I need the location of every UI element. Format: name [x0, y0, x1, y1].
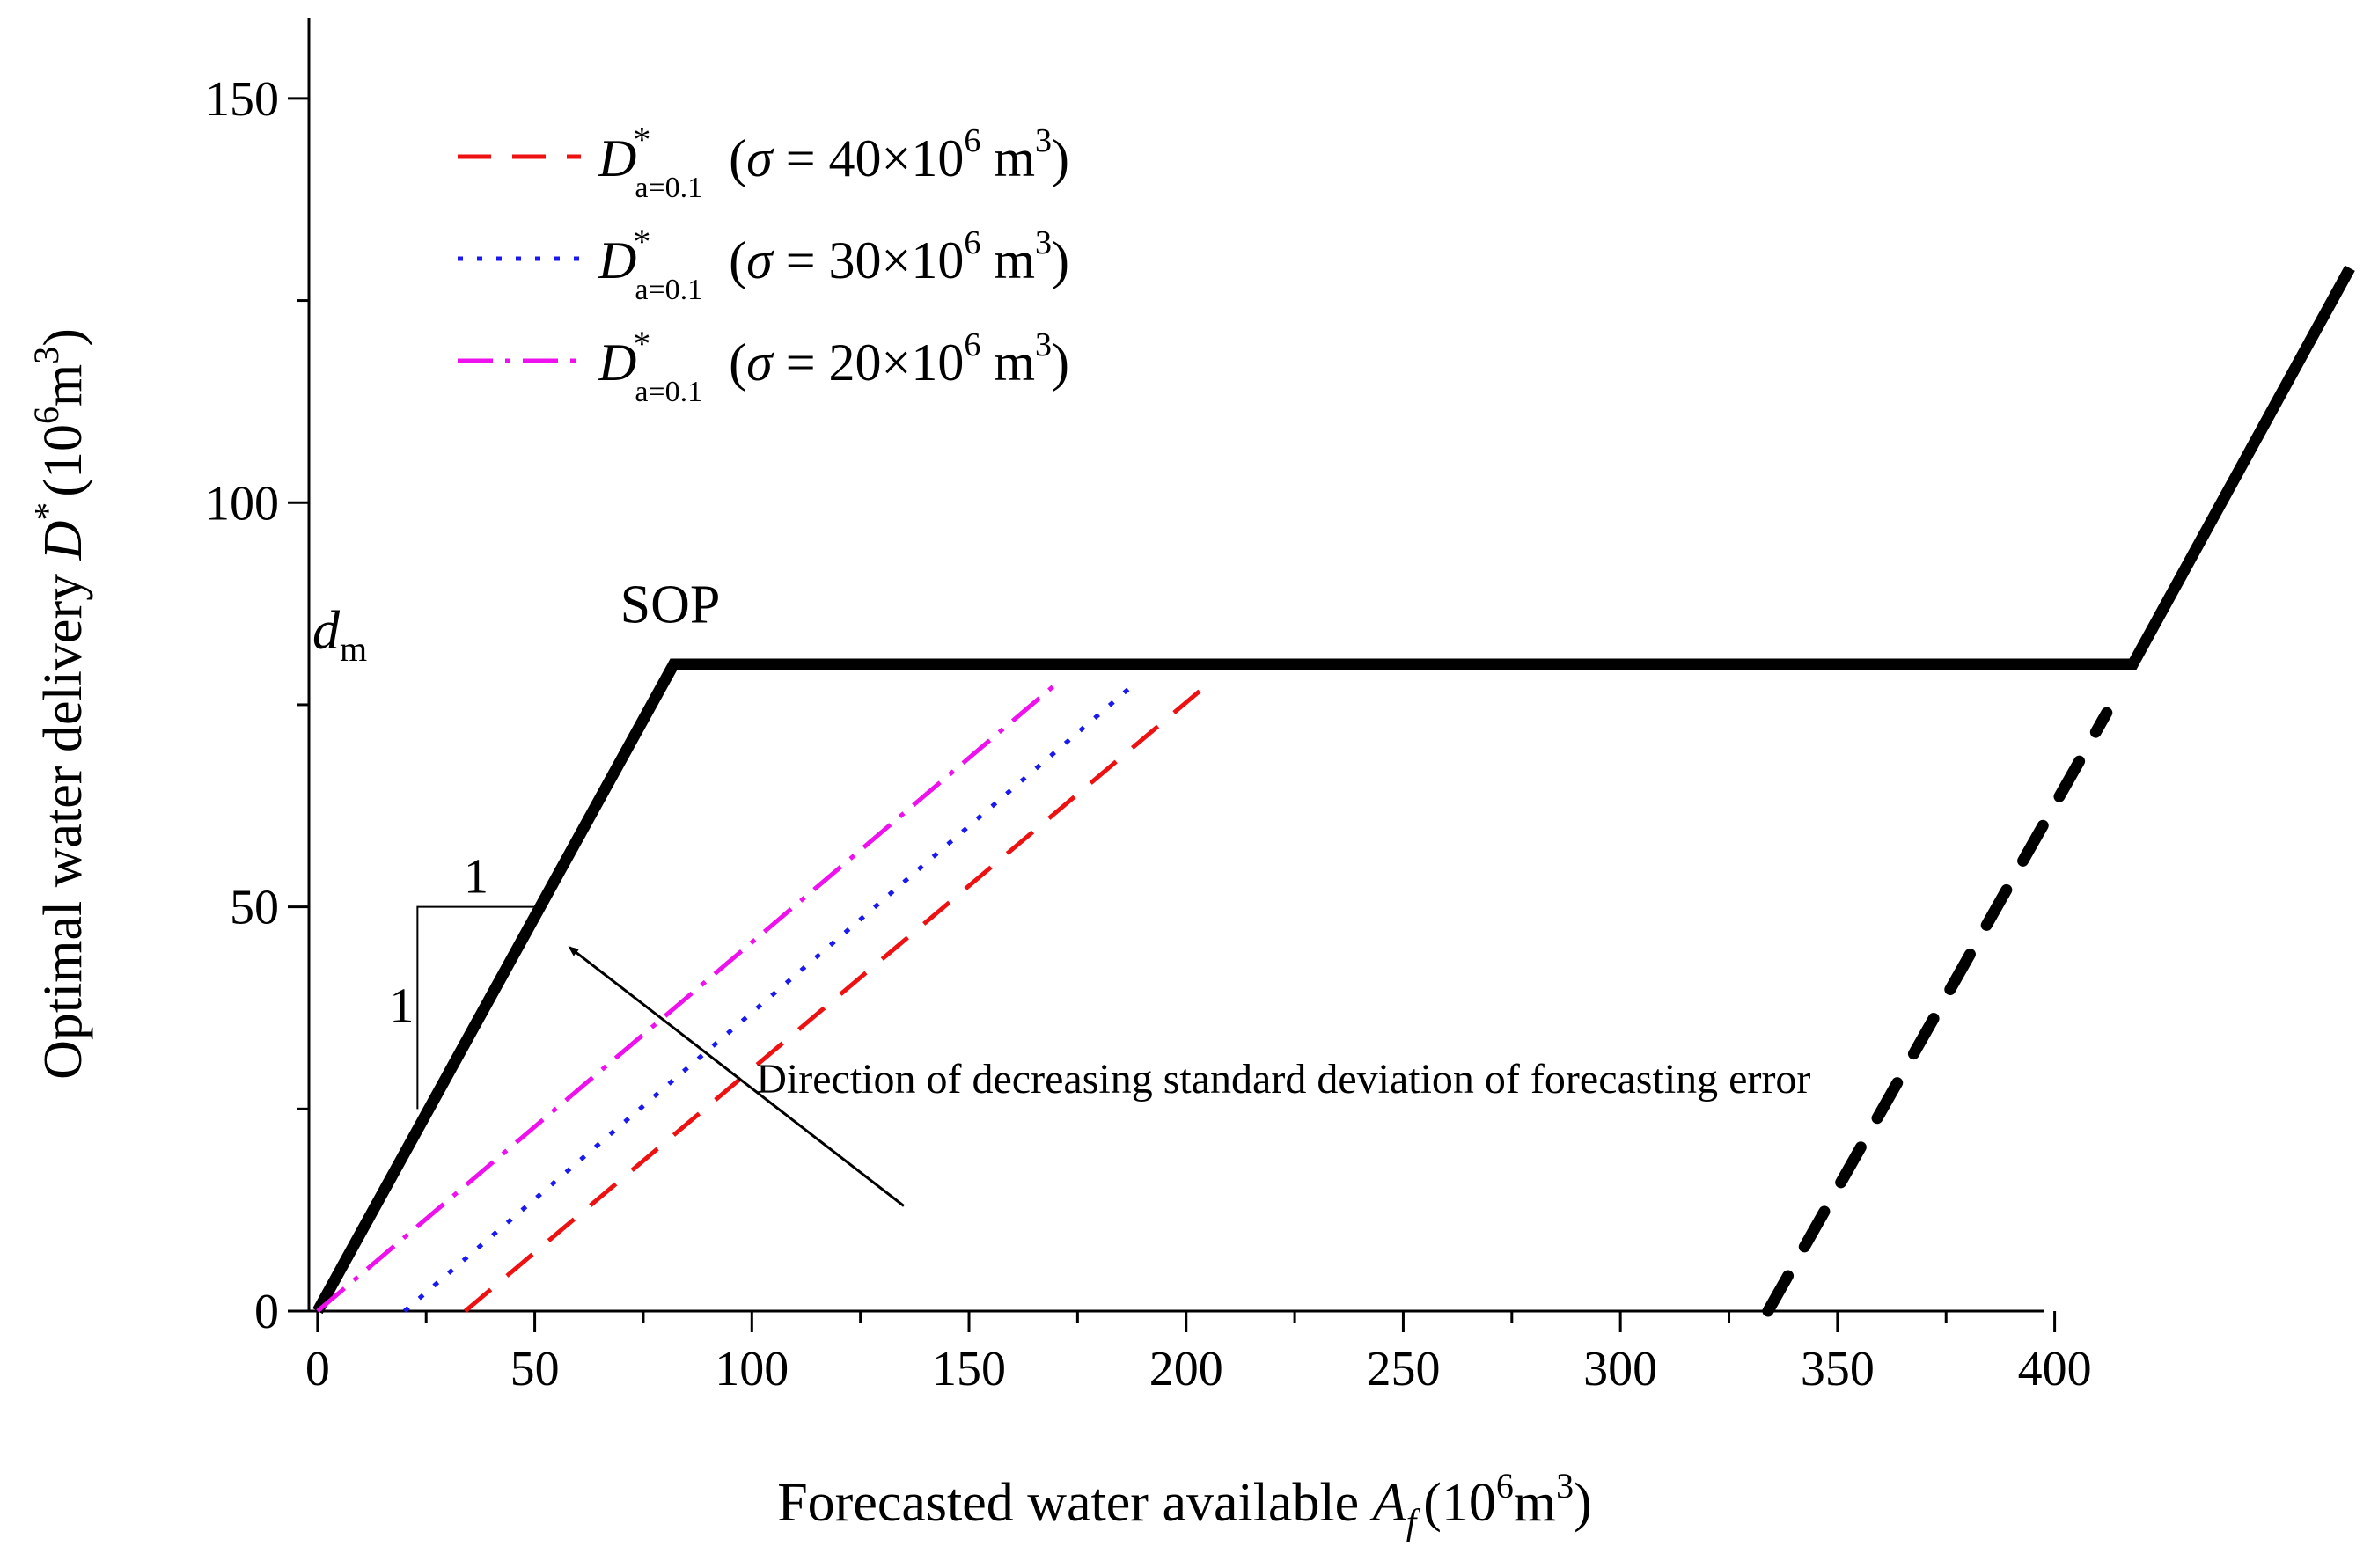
y-title-unit-open: (10: [33, 424, 93, 497]
y-title-exp2: 3: [26, 347, 66, 364]
legend-eq: = 30×10: [773, 231, 965, 289]
legend-sigma: σ: [746, 231, 774, 289]
series-line-curve-2: [463, 678, 1214, 1313]
dm-symbol: d: [312, 601, 341, 661]
legend-label-0: D* a=0.1 (σ = 40×106 m3): [598, 120, 1069, 204]
arrow-text: Direction of decreasing standard deviati…: [756, 1056, 1810, 1103]
legend-sigma: σ: [746, 129, 774, 187]
legend-exp: 6: [964, 224, 980, 261]
y-tick-label: 50: [230, 881, 279, 935]
sop-label: SOP: [620, 575, 721, 634]
slope-triangle: [416, 905, 535, 1110]
x-axis-title: Forecasted water available Af (106m3): [777, 1466, 1592, 1543]
x-tick-label: 250: [1366, 1342, 1440, 1396]
y-title-unit-mid: m: [33, 364, 93, 407]
legend-eq: = 20×10: [773, 333, 965, 392]
dm-label: dm: [312, 601, 367, 669]
x-title-symbol: A: [1369, 1473, 1407, 1533]
x-title-exp2: 3: [1556, 1466, 1574, 1506]
axes: 0 50 100 150 200 250 300 350 400 0 50 100 150: [205, 18, 2092, 1396]
legend-open: (: [729, 129, 746, 187]
legend-close: ): [1052, 231, 1069, 289]
legend-close: ): [1052, 129, 1069, 187]
legend-open: (: [729, 333, 746, 392]
legend-unit-exp: 3: [1035, 122, 1052, 159]
direction-arrow: [568, 946, 905, 1207]
legend: D* a=0.1(σ = 40×106 m3)D* a=0.1(σ = 30×106…: [458, 120, 1069, 408]
x-tick-label: 150: [932, 1342, 1006, 1396]
legend-close: ): [1052, 333, 1069, 392]
y-title-symbol: D: [33, 521, 93, 561]
x-tick-label: 50: [510, 1342, 560, 1396]
y-title-close: ): [33, 328, 93, 347]
x-title-exp: 6: [1496, 1466, 1514, 1506]
legend-sup: *: [633, 324, 650, 363]
x-tick-label: 400: [2018, 1342, 2092, 1396]
legend-label-2: D* a=0.1 (σ = 20×106 m3): [598, 324, 1069, 408]
x-title-sub: f: [1406, 1503, 1421, 1543]
x-title-unit-open: (10: [1423, 1473, 1496, 1533]
slope-run-label: 1: [464, 850, 488, 905]
y-axis-title: Optimal water delivery D* (106m3): [26, 328, 93, 1080]
axis-titles: Forecasted water available Af (106m3)Opti…: [26, 328, 1592, 1543]
x-tick-label: 300: [1583, 1342, 1657, 1396]
legend-unit: m: [980, 231, 1035, 289]
x-title-close: ): [1574, 1473, 1592, 1533]
legend-sigma: σ: [746, 333, 774, 392]
y-title-sup: *: [28, 502, 69, 521]
legend-sub: a=0.1: [635, 376, 702, 408]
x-tick-label: 200: [1149, 1342, 1223, 1396]
legend-sub: a=0.1: [635, 274, 702, 306]
y-tick-label: 150: [205, 72, 279, 127]
dm-sub: m: [340, 629, 367, 669]
legend-unit-exp: 3: [1035, 224, 1052, 261]
series-line-sop: [312, 265, 2355, 1315]
legend-label-1: D* a=0.1 (σ = 30×106 m3): [598, 222, 1069, 306]
x-title-unit-mid: m: [1514, 1473, 1556, 1533]
series-layer: [312, 265, 2355, 1317]
legend-sup: *: [633, 222, 650, 261]
series-line-curve-3: [402, 678, 1141, 1313]
legend-symbol: D: [598, 333, 636, 392]
series-line-curve-1: [1762, 707, 2113, 1317]
x-title-text: Forecasted water available: [777, 1473, 1373, 1533]
legend-open: (: [729, 231, 746, 289]
y-tick-label: 0: [254, 1285, 279, 1339]
legend-sup: *: [633, 120, 650, 159]
legend-symbol: D: [598, 231, 636, 289]
legend-eq: = 40×10: [773, 129, 965, 187]
y-tick-label: 100: [205, 476, 279, 531]
annotations: dm SOP 1 1 Direction of decreasing standard …: [312, 575, 1810, 1207]
legend-unit: m: [980, 129, 1035, 187]
y-title-exp: 6: [26, 407, 66, 424]
legend-exp: 6: [964, 326, 980, 363]
legend-unit: m: [980, 333, 1035, 392]
x-tick-label: 350: [1801, 1342, 1875, 1396]
legend-symbol: D: [598, 129, 636, 187]
legend-unit-exp: 3: [1035, 326, 1052, 363]
series-line-curve-4: [316, 678, 1062, 1313]
y-title-text: Optimal water delivery: [33, 560, 93, 1080]
legend-exp: 6: [964, 122, 980, 159]
x-tick-label: 0: [305, 1342, 330, 1396]
legend-sub: a=0.1: [635, 172, 702, 204]
slope-rise-label: 1: [389, 978, 414, 1033]
x-tick-label: 100: [715, 1342, 789, 1396]
